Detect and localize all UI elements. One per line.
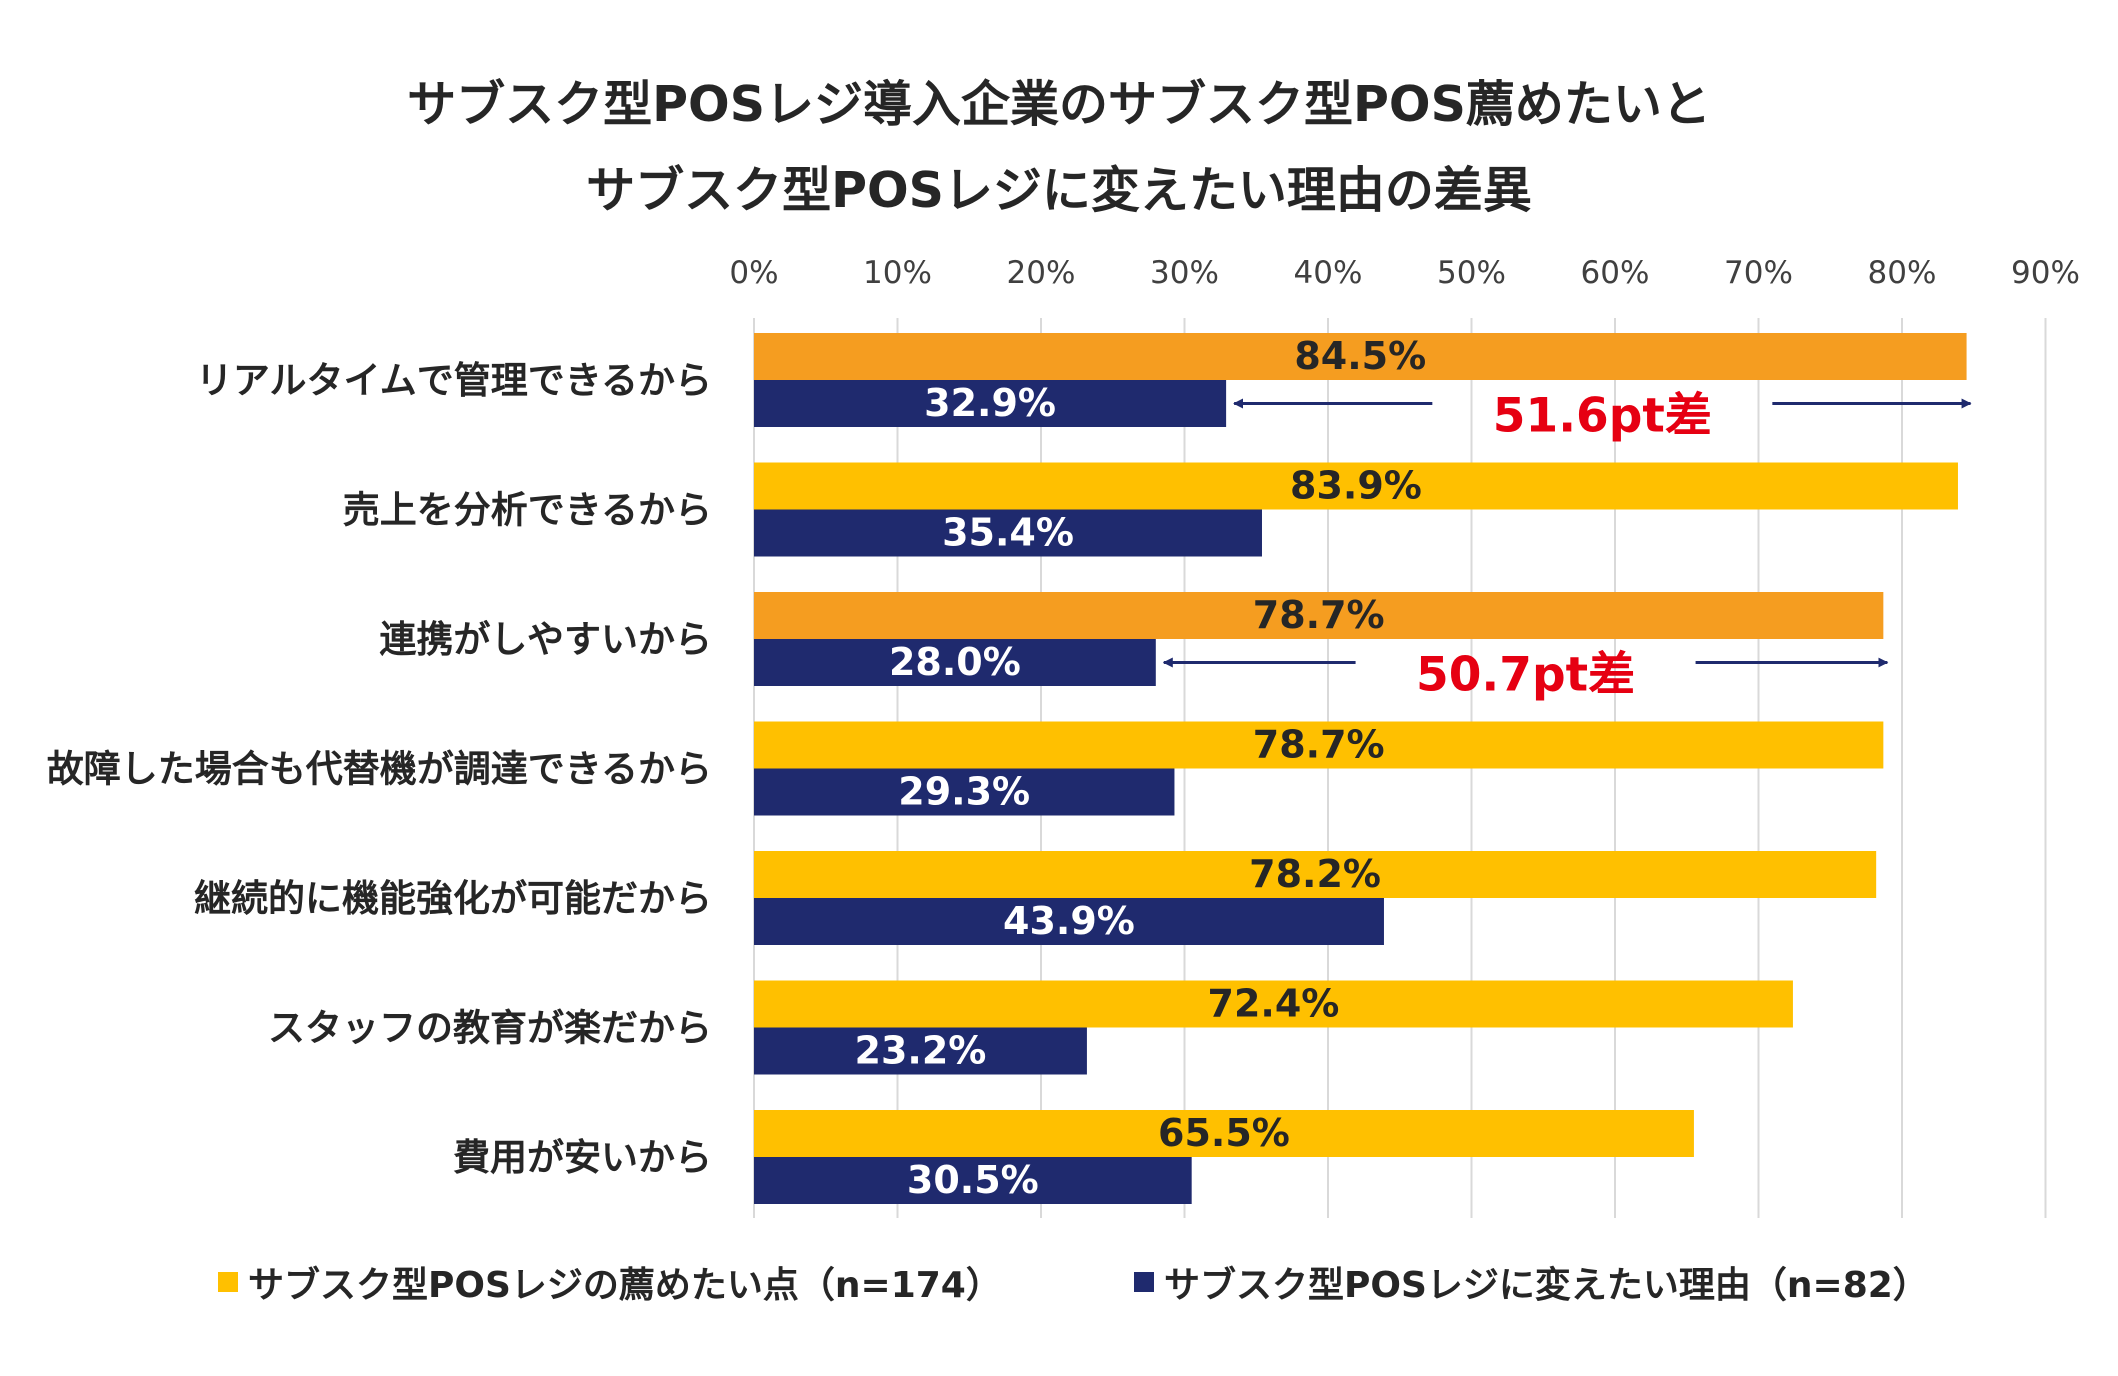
data-label-switch-reason-6: 30.5% xyxy=(907,1158,1039,1202)
tick-label-70: 70% xyxy=(1724,255,1793,291)
category-label-2: 連携がしやすいから xyxy=(379,618,712,661)
tick-label-50: 50% xyxy=(1437,255,1506,291)
legend: サブスク型POSレジの薦めたい点（n=174） サブスク型POSレジに変えたい理… xyxy=(0,1252,2118,1312)
data-label-switch-reason-4: 43.9% xyxy=(1003,899,1135,943)
x-axis-ticks: 0% 10% 20% 30% 40% 50% 60% 70% 80% 90% xyxy=(729,255,2080,291)
bars: 84.5% 32.9% 83.9% 35.4% 78.7% 28.0% 78.7% 29.3%… xyxy=(754,333,1967,1204)
bar-recommend-4 xyxy=(754,851,1877,898)
bar-switch-reason-3 xyxy=(754,768,1175,816)
tick-label-30: 30% xyxy=(1150,255,1219,291)
tick-label-20: 20% xyxy=(1007,255,1076,291)
data-label-recommend-1: 83.9% xyxy=(1290,464,1422,508)
data-label-recommend-2: 78.7% xyxy=(1253,593,1385,637)
legend-item-recommend: サブスク型POSレジの薦めたい点（n=174） xyxy=(218,1252,1002,1312)
diff-label-1: 50.7pt差 xyxy=(1416,648,1635,703)
category-labels: リアルタイムで管理できるから売上を分析できるから連携がしやすいから故障した場合も… xyxy=(47,359,712,1179)
bar-switch-reason-2 xyxy=(754,639,1156,686)
diff-label-0: 51.6pt差 xyxy=(1493,389,1712,444)
data-label-recommend-6: 65.5% xyxy=(1158,1111,1290,1155)
legend-swatch-switch-reason xyxy=(1134,1272,1154,1292)
bar-recommend-2 xyxy=(754,592,1884,639)
tick-label-0: 0% xyxy=(729,255,778,291)
bar-switch-reason-5 xyxy=(754,1027,1087,1075)
bar-switch-reason-4 xyxy=(754,898,1384,945)
bar-recommend-5 xyxy=(754,980,1793,1028)
data-label-switch-reason-1: 35.4% xyxy=(942,511,1074,555)
bar-switch-reason-6 xyxy=(754,1157,1192,1204)
tick-label-10: 10% xyxy=(863,255,932,291)
category-label-4: 継続的に機能強化が可能だから xyxy=(194,877,712,920)
tick-label-40: 40% xyxy=(1294,255,1363,291)
data-label-switch-reason-2: 28.0% xyxy=(889,640,1021,684)
tick-label-90: 90% xyxy=(2011,255,2080,291)
data-label-recommend-4: 78.2% xyxy=(1249,852,1381,896)
data-label-recommend-5: 72.4% xyxy=(1208,982,1340,1026)
data-label-recommend-3: 78.7% xyxy=(1253,723,1385,767)
bar-recommend-1 xyxy=(754,462,1958,510)
chart-title-line-2: サブスク型POSレジに変えたい理由の差異 xyxy=(586,162,1532,219)
category-label-3: 故障した場合も代替機が調達できるから xyxy=(47,748,712,791)
legend-label-recommend: サブスク型POSレジの薦めたい点（n=174） xyxy=(248,1265,1002,1306)
category-label-0: リアルタイムで管理できるから xyxy=(196,359,712,402)
chart-title-line-1: サブスク型POSレジ導入企業のサブスク型POS薦めたいと xyxy=(407,76,1711,133)
data-label-switch-reason-5: 23.2% xyxy=(855,1029,987,1073)
data-label-recommend-0: 84.5% xyxy=(1294,334,1426,378)
bar-chart: 0% 10% 20% 30% 40% 50% 60% 70% 80% 90% 84.5% 32.9%… xyxy=(47,255,2080,1218)
category-label-1: 売上を分析できるから xyxy=(343,489,712,532)
data-label-switch-reason-0: 32.9% xyxy=(924,381,1056,425)
category-label-6: 費用が安いから xyxy=(453,1136,712,1179)
tick-label-80: 80% xyxy=(1868,255,1937,291)
tick-label-60: 60% xyxy=(1581,255,1650,291)
legend-swatch-recommend xyxy=(218,1272,238,1292)
annotations: 51.6pt差 50.7pt差 xyxy=(1162,389,1972,703)
chart-title: サブスク型POSレジ導入企業のサブスク型POS薦めたいと サブスク型POSレジに… xyxy=(0,62,2118,234)
bar-recommend-6 xyxy=(754,1110,1694,1157)
legend-label-switch-reason: サブスク型POSレジに変えたい理由（n=82） xyxy=(1164,1265,1929,1306)
bar-recommend-3 xyxy=(754,721,1884,769)
bar-switch-reason-1 xyxy=(754,509,1262,557)
bar-switch-reason-0 xyxy=(754,380,1227,427)
category-label-5: スタッフの教育が楽だから xyxy=(268,1007,712,1050)
bar-recommend-0 xyxy=(754,333,1967,380)
legend-item-switch-reason: サブスク型POSレジに変えたい理由（n=82） xyxy=(1134,1252,1929,1312)
data-label-switch-reason-3: 29.3% xyxy=(898,770,1030,814)
